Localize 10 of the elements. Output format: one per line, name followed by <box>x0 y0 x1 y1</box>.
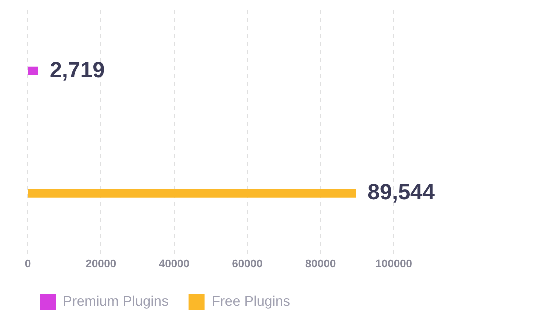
x-tick-label: 40000 <box>159 258 190 270</box>
data-label: 2,719 <box>50 57 106 82</box>
x-tick-label: 80000 <box>306 258 336 270</box>
data-label: 89,544 <box>368 180 436 205</box>
x-tick-label: 20000 <box>86 258 116 270</box>
legend-label: Free Plugins <box>212 292 290 309</box>
x-tick-label: 60000 <box>232 258 263 270</box>
legend-label: Premium Plugins <box>63 292 169 309</box>
x-tick-label: 0 <box>24 258 32 270</box>
x-tick-label: 100000 <box>376 258 412 270</box>
